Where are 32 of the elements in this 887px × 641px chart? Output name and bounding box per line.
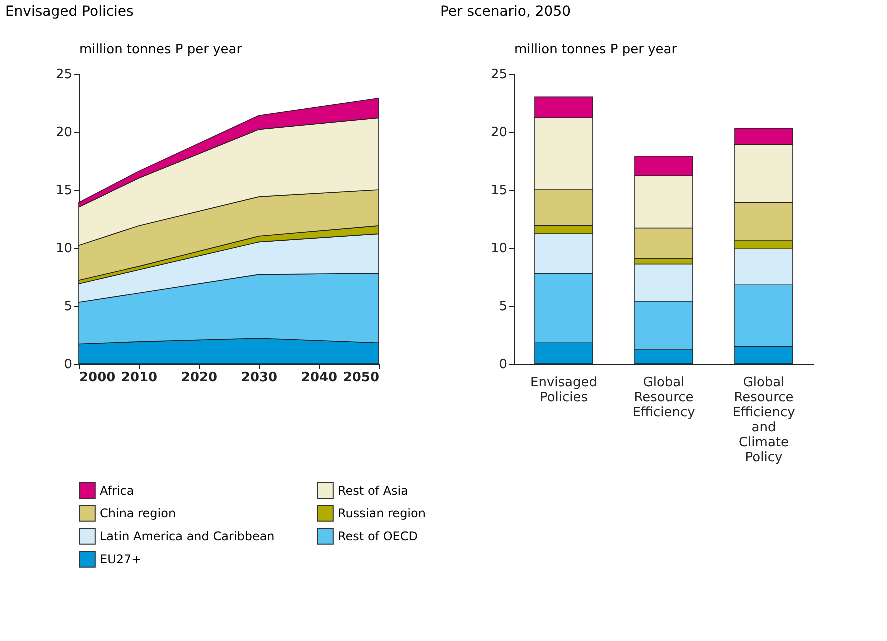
legend-label: Rest of OECD [338, 530, 418, 544]
legend-label: Rest of Asia [338, 484, 408, 498]
y-tick-label: 20 [490, 126, 508, 140]
legend-label: Russian region [338, 506, 426, 520]
x-tick-label: 2050 [343, 370, 380, 386]
chart-title: Envisaged Policies [5, 4, 134, 20]
y-axis-title: million tonnes P per year [80, 42, 243, 58]
x-tick-label: 2030 [241, 370, 278, 386]
y-tick-label: 0 [499, 358, 508, 372]
chart-title: Per scenario, 2050 [440, 4, 572, 20]
y-tick-label: 10 [490, 242, 508, 256]
x-tick-label: 2010 [121, 370, 158, 386]
x-tick-label: Envisaged Policies [530, 376, 598, 406]
x-tick-label: 2000 [80, 370, 116, 386]
x-tick-label: Global Resource Efficiency [632, 376, 696, 420]
legend-label: Africa [100, 484, 134, 498]
x-tick-label: 2040 [301, 370, 338, 386]
legend-label: EU27+ [100, 552, 142, 566]
y-tick-label: 20 [56, 126, 72, 140]
x-tick-label: 2020 [181, 370, 218, 386]
legend-label: China region [100, 506, 176, 520]
y-tick-label: 5 [499, 300, 508, 314]
legend-label: Latin America and Caribbean [100, 530, 275, 544]
y-tick-label: 25 [56, 68, 72, 82]
y-tick-label: 15 [56, 184, 72, 198]
y-tick-label: 10 [56, 242, 72, 256]
y-tick-label: 25 [490, 68, 508, 82]
x-tick-label: Global Resource Efficiency and Climate Policy [732, 376, 796, 466]
y-tick-label: 0 [64, 358, 72, 372]
y-tick-label: 5 [64, 300, 72, 314]
y-tick-label: 15 [490, 184, 508, 198]
y-axis-title: million tonnes P per year [514, 42, 678, 58]
